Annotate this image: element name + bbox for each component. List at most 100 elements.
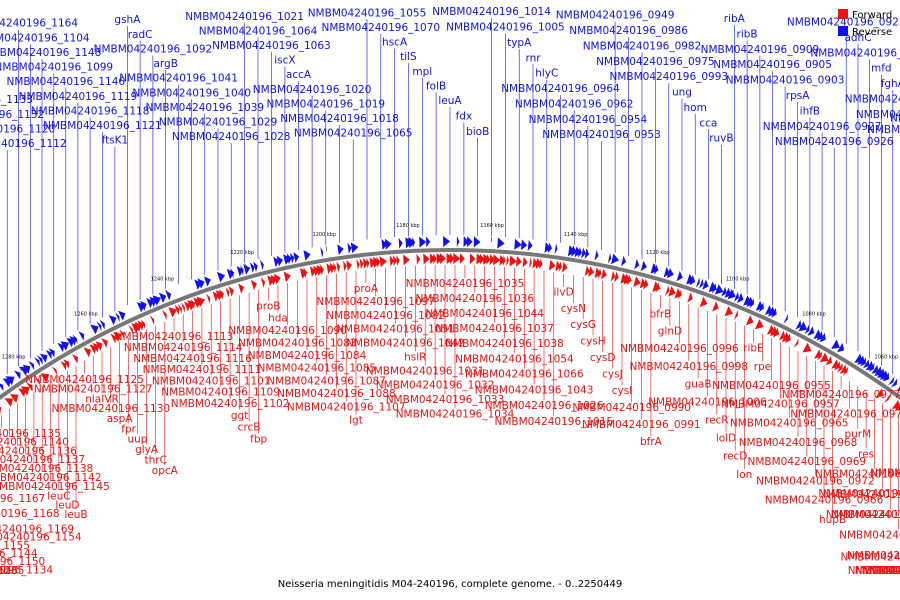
reverse-gene-feature [293,252,300,263]
forward-gene-feature [894,403,900,411]
forward-gene-feature [184,301,191,312]
forward-gene-feature [668,286,676,297]
forward-gene-feature [555,260,562,272]
forward-gene-feature [4,398,14,407]
label-leader-lines [1,18,899,530]
forward-gene-feature [639,277,647,289]
forward-gene-feature [562,261,568,273]
forward-gene-feature [225,287,230,298]
forward-gene-label: NMBM04240196_1102 [171,398,290,410]
forward-gene-feature [270,274,277,286]
reverse-gene-feature [896,386,900,392]
tick-label: 1100 kbp [726,277,750,283]
tick-label: 1280 kbp [2,355,26,361]
forward-gene-label: fbp [250,434,267,446]
forward-gene-label: recR [705,414,729,426]
reverse-gene-feature [860,357,866,367]
forward-gene-label: NMBM04240196_0934 [870,467,900,479]
forward-gene-feature [453,253,461,264]
reverse-gene-feature [337,244,344,256]
reverse-gene-feature [520,239,528,251]
reverse-gene-label: NMBM04240196_0954 [529,114,648,126]
forward-gene-label: NMBM04240196_1037 [435,323,554,335]
reverse-gene-label: typA [507,37,532,49]
forward-gene-label: glyA [135,444,159,456]
reverse-gene-feature [554,243,558,255]
forward-gene-label: ilvD [554,287,574,299]
reverse-gene-feature [727,289,736,300]
forward-gene-feature [366,257,370,269]
forward-gene-feature [128,324,134,335]
forward-gene-feature [499,254,506,266]
reverse-gene-label: argB [153,58,177,70]
reverse-gene-label: mfd [871,63,892,75]
reverse-gene-label: NMBM04240196_1148 [0,47,101,59]
forward-gene-feature [493,254,501,266]
forward-gene-label: NMBM04240196_1116 [133,353,252,365]
forward-gene-label: leuD [55,500,79,512]
reverse-gene-feature [514,238,522,250]
tick-label: 1140 kbp [564,232,588,238]
reverse-gene-feature [584,248,590,259]
forward-gene-feature [745,315,754,326]
reverse-gene-feature [283,254,291,265]
forward-gene-feature [825,355,832,366]
forward-gene-feature [373,256,381,268]
forward-gene-feature [119,329,125,339]
reverse-gene-feature [0,383,4,392]
reverse-gene-feature [99,319,105,330]
forward-gene-label: NMBM04240196_1142 [0,472,101,484]
forward-gene-label: guaB [685,379,712,391]
reverse-gene-label: ribA [724,13,746,25]
tick-label: 1120 kbp [646,250,670,256]
forward-gene-label: NMBM04240196_0943 [855,565,900,577]
reverse-gene-feature [676,270,683,282]
reverse-gene-label: folB [426,80,446,92]
forward-gene-feature [588,266,595,277]
forward-gene-feature [379,256,388,268]
forward-gene-label: lgt [349,415,363,427]
reverse-gene-label: NMBM04240196_1041 [119,73,238,85]
forward-gene-label: NMBM04240196_0952 [869,565,900,577]
reverse-gene-feature [78,331,85,341]
reverse-gene-feature [236,266,244,277]
forward-gene-feature [326,263,333,274]
forward-gene-label: NMBM04240196_1162 [0,565,11,577]
forward-gene-feature [652,281,661,292]
forward-gene-feature [489,254,495,266]
reverse-gene-feature [733,291,739,302]
reverse-gene-feature [197,278,205,289]
tick-label: 1260 kbp [74,312,98,318]
forward-gene-feature [71,354,78,364]
forward-gene-label: ribE [743,343,764,355]
forward-gene-feature [819,352,829,363]
reverse-gene-feature [711,283,717,294]
reverse-gene-feature [888,376,895,386]
reverse-gene-label: NMBM04240196_0942 [890,112,900,124]
reverse-gene-feature [273,256,280,268]
forward-gene-feature [359,258,364,270]
reverse-gene-label: NMBM04240196_0953 [542,129,661,141]
forward-gene-feature [626,274,632,286]
gene-labels: pipefpmetEgltAsucAsucBsucCsucDpsdpabAtrp… [0,6,900,577]
tick-label: 1180 kbp [396,223,420,229]
forward-gene-label: res [858,449,874,461]
forward-gene-feature [40,373,50,383]
reverse-gene-feature [634,258,640,270]
forward-gene-label: NMBM04240196_0978 [790,409,900,421]
reverse-gene-feature [350,242,359,254]
reverse-gene-feature [721,286,727,297]
forward-gene-feature [529,257,532,269]
forward-gene-feature [63,359,70,369]
reverse-gene-feature [217,271,226,283]
forward-gene-feature [251,279,257,291]
forward-gene-label: NMBM04240196_0991 [582,419,701,431]
forward-gene-feature [483,253,491,265]
forward-gene-label: NMBM04240196_1051 [336,324,455,336]
reverse-gene-label: NMBM04240196_0947 [810,47,900,59]
reverse-gene-feature [384,238,392,250]
forward-gene-feature [539,258,543,270]
reverse-gene-feature [611,253,619,265]
forward-gene-label: leuB [64,509,87,521]
